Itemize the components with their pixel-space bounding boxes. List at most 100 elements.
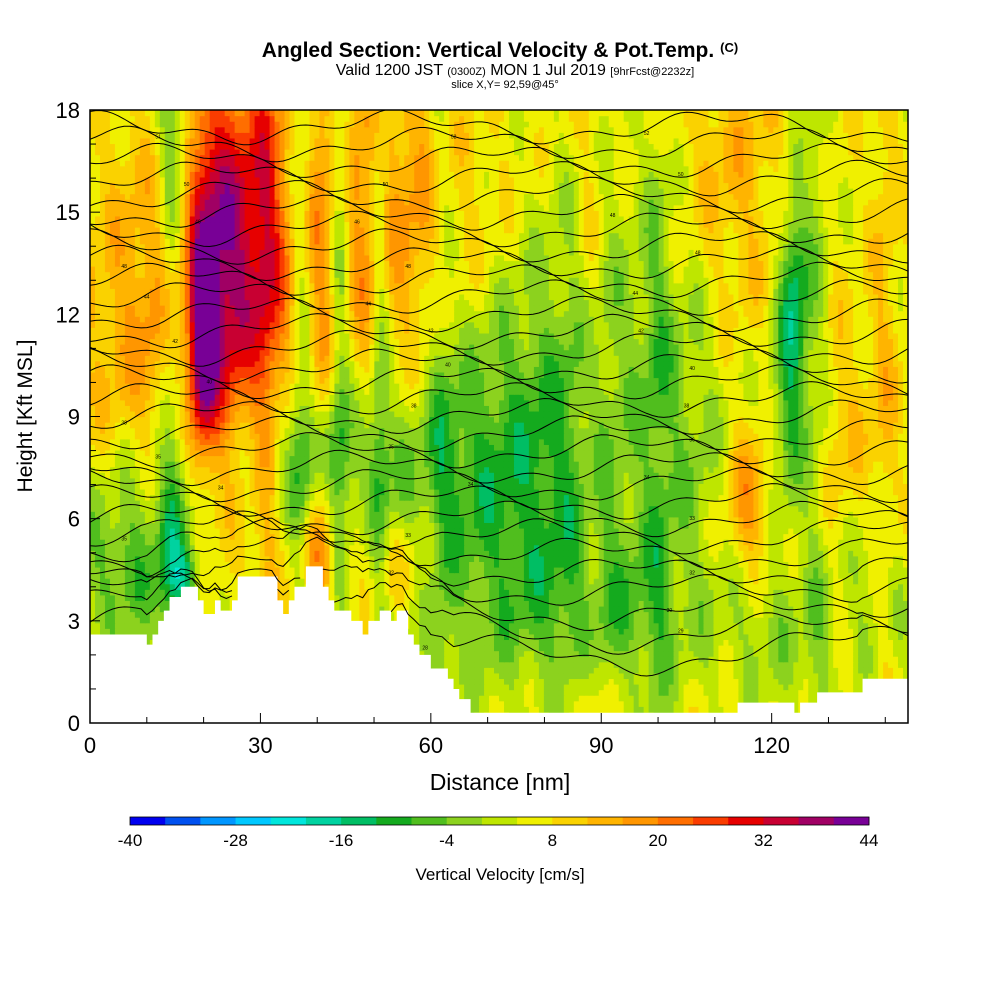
- velocity-cell: [778, 628, 784, 635]
- velocity-cell: [518, 672, 525, 680]
- velocity-cell: [204, 572, 211, 579]
- velocity-cell: [738, 628, 744, 635]
- velocity-cell: [708, 678, 715, 685]
- velocity-cell: [503, 678, 510, 685]
- velocity-cell: [823, 644, 829, 652]
- velocity-cell: [808, 667, 814, 674]
- velocity-cell: [608, 561, 615, 568]
- velocity-cell: [513, 622, 520, 629]
- velocity-cell: [109, 617, 116, 624]
- velocity-cell: [643, 700, 650, 707]
- velocity-cell: [858, 566, 864, 574]
- velocity-cell: [349, 566, 355, 574]
- velocity-cell: [648, 566, 655, 574]
- velocity-cell: [279, 583, 286, 590]
- velocity-cell: [803, 633, 809, 641]
- velocity-cell: [563, 672, 570, 680]
- velocity-cell: [194, 550, 201, 557]
- velocity-cell: [738, 639, 744, 646]
- velocity-cell: [643, 678, 650, 685]
- velocity-cell: [718, 683, 725, 691]
- velocity-cell: [873, 650, 879, 657]
- velocity-cell: [364, 628, 370, 635]
- velocity-cell: [364, 600, 370, 607]
- velocity-cell: [793, 689, 799, 696]
- velocity-cell: [384, 566, 390, 574]
- velocity-cell: [204, 566, 211, 574]
- velocity-cell: [583, 706, 590, 713]
- velocity-cell: [623, 689, 630, 696]
- velocity-cell: [693, 566, 700, 574]
- velocity-cell: [434, 611, 440, 618]
- velocity-cell: [653, 611, 660, 618]
- velocity-cell: [878, 589, 884, 596]
- velocity-cell: [808, 656, 814, 663]
- velocity-cell: [898, 633, 904, 641]
- velocity-cell: [578, 706, 585, 713]
- velocity-cell: [424, 589, 430, 596]
- velocity-cell: [484, 678, 490, 685]
- velocity-cell: [638, 578, 645, 585]
- velocity-cell: [898, 583, 904, 590]
- velocity-cell: [693, 617, 700, 624]
- velocity-cell: [748, 695, 754, 702]
- velocity-cell: [503, 561, 510, 568]
- velocity-cell: [703, 561, 710, 568]
- velocity-cell: [848, 589, 854, 596]
- velocity-cell: [209, 555, 216, 562]
- velocity-cell: [518, 605, 525, 613]
- velocity-cell: [434, 566, 440, 574]
- velocity-cell: [489, 656, 495, 663]
- velocity-cell: [489, 600, 495, 607]
- velocity-cell: [389, 572, 395, 579]
- velocity-cell: [553, 583, 560, 590]
- velocity-cell: [728, 683, 735, 691]
- velocity-cell: [548, 605, 555, 613]
- velocity-cell: [773, 611, 779, 618]
- velocity-cell: [733, 706, 740, 713]
- velocity-cell: [399, 555, 405, 562]
- velocity-cell: [618, 672, 625, 680]
- velocity-cell: [429, 589, 435, 596]
- velocity-cell: [718, 706, 725, 713]
- velocity-cell: [469, 700, 475, 707]
- velocity-cell: [494, 700, 500, 707]
- velocity-cell: [688, 678, 695, 685]
- velocity-cell: [329, 583, 335, 590]
- velocity-cell: [444, 611, 450, 618]
- velocity-cell: [813, 617, 819, 624]
- velocity-cell: [848, 611, 854, 618]
- velocity-cell: [828, 611, 834, 618]
- velocity-cell: [189, 550, 196, 557]
- velocity-cell: [409, 583, 415, 590]
- velocity-cell: [788, 555, 794, 562]
- velocity-cell: [204, 555, 211, 562]
- velocity-cell: [109, 611, 116, 618]
- velocity-cell: [484, 628, 490, 635]
- velocity-cell: [858, 639, 864, 646]
- velocity-cell: [139, 566, 146, 574]
- velocity-cell: [214, 594, 221, 601]
- velocity-cell: [663, 672, 670, 680]
- velocity-cell: [334, 550, 340, 557]
- velocity-cell: [459, 639, 465, 646]
- velocity-cell: [673, 605, 680, 613]
- velocity-cell: [164, 566, 171, 574]
- velocity-cell: [738, 566, 744, 574]
- velocity-cell: [768, 561, 774, 568]
- velocity-cell: [494, 695, 500, 702]
- velocity-cell: [678, 600, 685, 607]
- velocity-cell: [354, 550, 360, 557]
- velocity-cell: [613, 594, 620, 601]
- velocity-cell: [828, 661, 834, 668]
- velocity-cell: [848, 672, 854, 680]
- velocity-cell: [743, 639, 749, 646]
- velocity-cell: [508, 572, 515, 579]
- velocity-cell: [499, 639, 505, 646]
- velocity-cell: [628, 578, 635, 585]
- velocity-cell: [833, 566, 839, 574]
- velocity-cell: [364, 578, 370, 585]
- velocity-cell: [778, 566, 784, 574]
- velocity-cell: [508, 583, 515, 590]
- velocity-cell: [638, 633, 645, 641]
